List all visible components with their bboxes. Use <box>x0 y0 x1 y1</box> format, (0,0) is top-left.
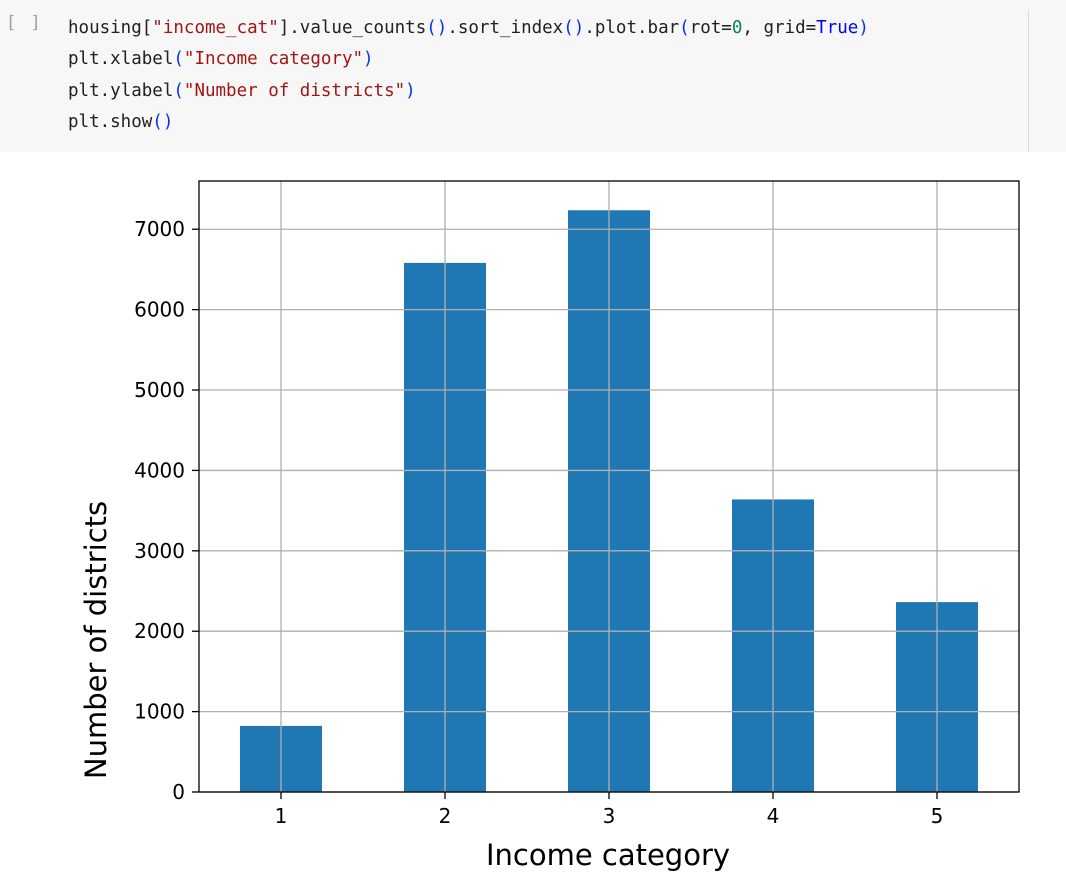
code-token: ) <box>858 18 869 38</box>
code-editor[interactable]: housing["income_cat"].value_counts().sor… <box>68 13 869 138</box>
code-token: "Income category" <box>183 49 364 70</box>
y-axis-label: Number of districts <box>79 501 113 779</box>
code-token: plt.ylabel <box>68 80 174 101</box>
code-line[interactable]: plt.show() <box>68 107 869 138</box>
plot-frame <box>198 180 1020 793</box>
bar-chart: 0 1000 2000 3000 4000 5000 6000 7000 1 2 3 4 5 Incom… <box>79 180 1020 872</box>
cell-output: 0 1000 2000 3000 4000 5000 6000 7000 1 2 3 4 5 Incom… <box>0 152 1066 891</box>
code-token: .plot.bar <box>584 18 680 38</box>
code-token: ( <box>173 80 184 101</box>
code-token: 0 <box>731 18 743 38</box>
code-token: , grid= <box>742 18 817 38</box>
code-token: ].value_counts <box>278 18 427 38</box>
code-token: True <box>816 18 859 38</box>
cell-divider <box>1028 10 1029 152</box>
code-token: ) <box>363 49 374 70</box>
code-token: ( <box>173 49 184 70</box>
code-token: .sort_index <box>447 18 564 38</box>
code-line[interactable]: housing["income_cat"].value_counts().sor… <box>68 13 869 44</box>
code-token: ( <box>679 18 690 38</box>
code-line[interactable]: plt.ylabel("Number of districts") <box>68 76 869 107</box>
code-token: plt.xlabel <box>68 49 174 70</box>
code-token: () <box>152 111 174 132</box>
code-token: "Number of districts" <box>183 80 406 101</box>
y-tick-label: 3000 <box>134 539 185 563</box>
y-tick-label: 1000 <box>134 700 185 724</box>
x-tick-label: 4 <box>767 804 780 828</box>
x-tick-label: 5 <box>931 804 944 828</box>
code-token: ) <box>405 80 416 101</box>
code-token: () <box>426 18 448 38</box>
code-cell[interactable]: [ ] housing["income_cat"].value_counts()… <box>0 0 1066 152</box>
code-token: housing[ <box>68 18 153 38</box>
y-tick-label: 0 <box>172 780 185 804</box>
y-tick-label: 5000 <box>134 378 185 402</box>
code-token: rot= <box>689 18 732 38</box>
code-token: "income_cat" <box>152 18 279 38</box>
y-tick-label: 7000 <box>134 217 185 241</box>
code-token: () <box>563 18 585 38</box>
y-tick-label: 2000 <box>134 619 185 643</box>
y-tick-label: 6000 <box>134 298 185 322</box>
code-line[interactable]: plt.xlabel("Income category") <box>68 44 869 75</box>
x-tick-label: 1 <box>275 804 288 828</box>
x-tick-label: 2 <box>439 804 452 828</box>
y-tick-label: 4000 <box>134 458 185 482</box>
x-tick-label: 3 <box>603 804 616 828</box>
axis-ticks: 0 1000 2000 3000 4000 5000 6000 7000 1 2 3 4 5 <box>134 217 943 828</box>
run-cell-button[interactable]: [ ] <box>6 13 43 33</box>
code-token: plt.show <box>68 111 153 132</box>
x-axis-label: Income category <box>486 838 730 872</box>
